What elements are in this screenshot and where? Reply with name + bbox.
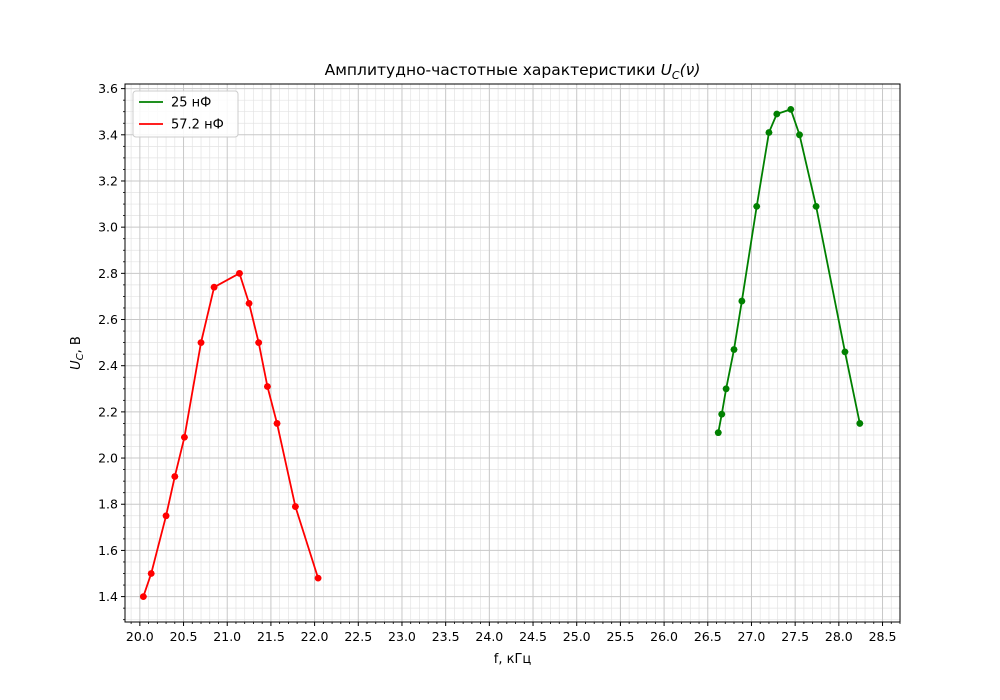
minor-grid bbox=[125, 84, 901, 622]
x-tick-label: 20.0 bbox=[126, 629, 154, 644]
y-tick-label: 2.4 bbox=[98, 358, 118, 373]
y-tick-label: 3.2 bbox=[98, 173, 118, 188]
x-tick-label: 28.0 bbox=[825, 629, 853, 644]
plot-frame bbox=[124, 83, 901, 623]
x-tick-label: 22.5 bbox=[344, 629, 372, 644]
x-tick-label: 27.0 bbox=[738, 629, 766, 644]
x-tick-label: 26.5 bbox=[694, 629, 722, 644]
series-line-1 bbox=[142, 272, 319, 597]
legend: 25 нФ 57.2 нФ bbox=[132, 90, 239, 138]
y-tick-label: 1.8 bbox=[98, 497, 118, 512]
x-tick-label: 28.5 bbox=[869, 629, 897, 644]
y-tick-label: 3.4 bbox=[98, 127, 118, 142]
ticks-layer: 20.0 20.5 21.0 21.5 22.0 22.5 23.0 23.5 24.0 24.5… bbox=[98, 81, 901, 644]
legend-label-57nf: 57.2 нФ bbox=[171, 118, 224, 133]
x-tick-label: 25.5 bbox=[606, 629, 634, 644]
y-tick-label: 2.6 bbox=[98, 312, 118, 327]
x-tick-label: 23.5 bbox=[432, 629, 460, 644]
x-tick-label: 24.5 bbox=[519, 629, 547, 644]
x-tick-label: 26.0 bbox=[650, 629, 678, 644]
x-tick-label: 22.0 bbox=[301, 629, 329, 644]
chart-title: Амплитудно-частотные характеристики UC(ν… bbox=[325, 61, 701, 82]
x-tick-label: 25.0 bbox=[563, 629, 591, 644]
y-tick-label: 2.2 bbox=[98, 404, 118, 419]
y-axis-label: UC, В bbox=[69, 336, 86, 370]
series-layer bbox=[139, 105, 864, 601]
x-tick-label: 24.0 bbox=[475, 629, 503, 644]
x-axis-label: f, кГц bbox=[494, 652, 532, 667]
x-tick-label: 23.0 bbox=[388, 629, 416, 644]
x-tick-label: 21.0 bbox=[213, 629, 241, 644]
legend-label-25nf: 25 нФ bbox=[171, 96, 211, 111]
y-tick-label: 3.0 bbox=[98, 220, 118, 235]
y-tick-label: 2.8 bbox=[98, 266, 118, 281]
y-tick-label: 1.6 bbox=[98, 543, 118, 558]
x-tick-label: 20.5 bbox=[170, 629, 198, 644]
y-tick-label: 2.0 bbox=[98, 451, 118, 466]
y-tick-label: 3.6 bbox=[98, 81, 118, 96]
x-tick-label: 27.5 bbox=[781, 629, 809, 644]
y-tick-label: 1.4 bbox=[98, 589, 118, 604]
x-tick-label: 21.5 bbox=[257, 629, 285, 644]
